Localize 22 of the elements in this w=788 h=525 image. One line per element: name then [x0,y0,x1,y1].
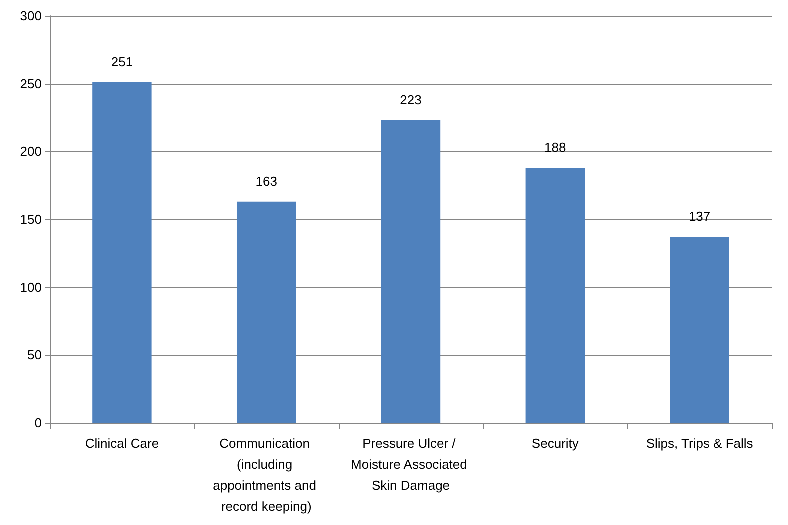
x-tick-label: Security [532,436,580,451]
y-tick-label: 250 [20,76,42,92]
y-tick-label: 50 [28,348,42,363]
x-tick-label: Clinical Care [85,436,160,451]
data-label: 163 [256,174,278,189]
bar [237,202,296,423]
data-label: 251 [111,54,134,70]
y-tick-label: 0 [34,416,42,430]
bar [526,168,585,423]
y-tick-label: 200 [20,144,42,160]
x-tick-label: Pressure Ulcer / Moisture Associated Skin Damage [351,436,471,493]
bar [381,120,441,423]
data-label: 188 [544,140,566,155]
x-tick-label: Slips, Trips & Falls [646,436,754,451]
y-tick-label: 150 [20,212,42,227]
bar [670,237,730,423]
bar [92,82,152,423]
y-tick-label: 100 [20,280,42,295]
x-tick-label: Communication (including appointments and record keeping) [213,436,320,514]
data-label: 223 [400,92,422,108]
y-tick-label: 300 [20,8,42,24]
data-label: 137 [688,209,711,224]
